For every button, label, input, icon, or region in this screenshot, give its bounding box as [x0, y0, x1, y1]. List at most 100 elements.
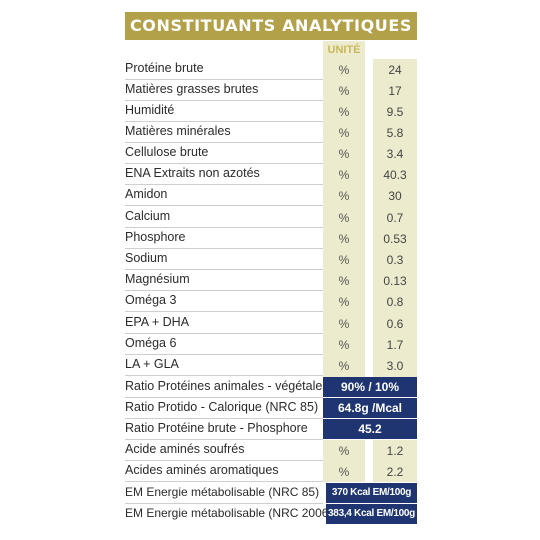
energy-label: EM Energie métabolisable (NRC 2006) — [125, 506, 333, 520]
row-divider — [125, 79, 323, 80]
row-label: Cellulose brute — [125, 145, 209, 159]
row-value: 9.5 — [386, 105, 404, 119]
row-label: Matières minérales — [125, 124, 231, 138]
row-label: Magnésium — [125, 272, 190, 286]
row-value: 0.3 — [386, 253, 404, 267]
row-value: 0.7 — [386, 211, 404, 225]
row-unit: % — [338, 63, 350, 77]
row-divider — [125, 163, 323, 164]
table-row: Acides aminés aromatiques % 2.2 — [125, 461, 417, 482]
value-column-band — [373, 59, 417, 377]
row-unit: % — [338, 274, 350, 288]
row-label: Sodium — [125, 251, 168, 265]
row-divider — [125, 439, 323, 440]
row-divider — [125, 227, 323, 228]
row-divider — [125, 333, 323, 334]
row-value: 0.53 — [383, 232, 407, 246]
row-value: 5.8 — [386, 126, 404, 140]
ratio-row: Ratio Protéine brute - Phosphore 45.2 — [125, 419, 417, 440]
row-divider — [125, 354, 323, 355]
table-row: Sodium % 0.3 — [125, 249, 417, 270]
row-value: 1.7 — [386, 338, 404, 352]
row-label: EPA + DHA — [125, 315, 190, 329]
row-value: 30 — [388, 189, 402, 203]
table-row: Protéine brute % 24 — [125, 59, 417, 80]
row-divider — [125, 142, 323, 143]
row-divider — [125, 100, 323, 101]
unit-column-header: UNITÉ — [323, 41, 365, 59]
row-label: Amidon — [125, 187, 168, 201]
row-label: Acides aminés aromatiques — [125, 463, 279, 477]
row-unit: % — [338, 465, 350, 479]
energy-row: EM Energie métabolisable (NRC 85) 370 Kc… — [125, 483, 417, 504]
row-divider — [125, 418, 323, 419]
row-divider — [125, 375, 323, 376]
row-value: 0.13 — [383, 274, 407, 288]
table-row: Matières minérales % 5.8 — [125, 122, 417, 143]
table-row: Humidité % 9.5 — [125, 101, 417, 122]
row-unit: % — [338, 189, 350, 203]
table-row: Magnésium % 0.13 — [125, 270, 417, 291]
row-value: 40.3 — [383, 168, 407, 182]
row-label: Phosphore — [125, 230, 186, 244]
table-row: LA + GLA % 3.0 — [125, 355, 417, 376]
table-row: Cellulose brute % 3.4 — [125, 143, 417, 164]
row-label: Protéine brute — [125, 61, 204, 75]
row-divider — [125, 248, 323, 249]
ratio-row: Ratio Protido - Calorique (NRC 85) 64.8g… — [125, 398, 417, 419]
energy-label: EM Energie métabolisable (NRC 85) — [125, 485, 320, 499]
energy-row: EM Energie métabolisable (NRC 2006) 383,… — [125, 504, 417, 525]
row-unit: % — [338, 126, 350, 140]
row-unit: % — [338, 105, 350, 119]
table-row: Matières grasses brutes % 17 — [125, 80, 417, 101]
ratio-row: Ratio Protéines animales - végétales 90%… — [125, 377, 417, 398]
row-divider — [125, 121, 323, 122]
row-label: Matières grasses brutes — [125, 82, 259, 96]
row-unit: % — [338, 84, 350, 98]
row-label: Acide aminés soufrés — [125, 442, 245, 456]
table-row: Oméga 3 % 0.8 — [125, 291, 417, 312]
row-label: Calcium — [125, 209, 171, 223]
table-row: Calcium % 0.7 — [125, 207, 417, 228]
row-divider — [125, 290, 323, 291]
ratio-value: 45.2 — [323, 419, 417, 439]
unit-column-band — [323, 59, 365, 377]
row-value: 2.2 — [386, 465, 404, 479]
row-unit: % — [338, 444, 350, 458]
row-unit: % — [338, 359, 350, 373]
ratio-value: 64.8g /Mcal — [323, 398, 417, 418]
row-value: 3.4 — [386, 147, 404, 161]
table-row: Phosphore % 0.53 — [125, 228, 417, 249]
table-row: Acide aminés soufrés % 1.2 — [125, 440, 417, 461]
table-row: Amidon % 30 — [125, 185, 417, 206]
row-divider — [125, 481, 323, 482]
row-value: 3.0 — [386, 359, 404, 373]
row-label: LA + GLA — [125, 357, 179, 371]
row-unit: % — [338, 317, 350, 331]
row-value: 0.8 — [386, 295, 404, 309]
row-unit: % — [338, 211, 350, 225]
ratio-value: 90% / 10% — [323, 377, 417, 397]
table-row: EPA + DHA % 0.6 — [125, 313, 417, 334]
ratio-label: Ratio Protéine brute - Phosphore — [125, 421, 308, 435]
row-label: Oméga 6 — [125, 336, 177, 350]
row-unit: % — [338, 147, 350, 161]
row-unit: % — [338, 338, 350, 352]
table-title: CONSTITUANTS ANALYTIQUES — [125, 12, 417, 40]
row-unit: % — [338, 295, 350, 309]
row-value: 0.6 — [386, 317, 404, 331]
value-column-band-lower — [373, 440, 417, 482]
row-value: 1.2 — [386, 444, 404, 458]
row-value: 24 — [388, 63, 402, 77]
table-row: Oméga 6 % 1.7 — [125, 334, 417, 355]
row-divider — [125, 397, 323, 398]
row-value: 17 — [388, 84, 402, 98]
ratio-label: Ratio Protéines animales - végétales — [125, 379, 329, 393]
row-label: ENA Extraits non azotés — [125, 166, 260, 180]
table-row: ENA Extraits non azotés % 40.3 — [125, 164, 417, 185]
row-divider — [125, 269, 323, 270]
row-unit: % — [338, 168, 350, 182]
energy-value: 383,4 Kcal EM/100g — [326, 504, 417, 524]
row-divider — [125, 503, 323, 504]
energy-value: 370 Kcal EM/100g — [326, 483, 417, 503]
